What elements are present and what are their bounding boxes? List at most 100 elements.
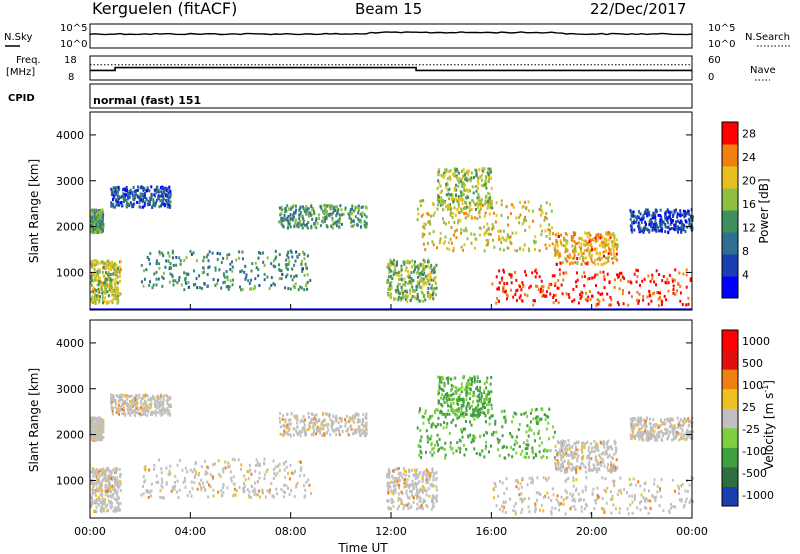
echo-cell xyxy=(300,286,303,290)
echo-cell xyxy=(311,425,314,429)
echo-cell xyxy=(471,412,474,416)
echo-cell xyxy=(91,213,94,217)
echo-cell xyxy=(332,205,335,209)
echo-cell xyxy=(168,469,171,473)
echo-cell xyxy=(584,291,587,295)
echo-cell xyxy=(158,400,161,404)
echo-cell xyxy=(112,396,115,400)
echo-cell xyxy=(322,427,325,431)
echo-cell xyxy=(416,265,418,269)
echo-cell xyxy=(96,283,99,287)
frequency-trace xyxy=(90,64,692,72)
echo-cell xyxy=(469,433,472,437)
echo-cell xyxy=(274,465,277,469)
echo-cell xyxy=(110,403,113,407)
echo-cell xyxy=(166,408,169,412)
echo-cell xyxy=(274,265,277,269)
echo-cell xyxy=(403,467,405,471)
echo-cell xyxy=(308,211,311,215)
echo-cell xyxy=(195,472,197,476)
echo-cell xyxy=(99,261,102,265)
echo-cell xyxy=(654,218,657,222)
echo-cell xyxy=(153,463,156,467)
echo-cell xyxy=(540,456,543,460)
echo-cell xyxy=(225,270,228,274)
echo-cell xyxy=(397,472,400,476)
echo-cell xyxy=(221,486,224,490)
echo-cell xyxy=(576,271,578,275)
echo-cell xyxy=(110,397,113,401)
echo-cell xyxy=(141,200,144,204)
echo-cell xyxy=(91,420,94,424)
echo-cell xyxy=(456,175,459,179)
echo-cell xyxy=(112,272,115,276)
echo-cell xyxy=(388,284,391,288)
echo-cell xyxy=(488,422,491,426)
echo-cell xyxy=(431,484,434,488)
echo-cell xyxy=(456,389,458,392)
echo-cell xyxy=(591,276,594,280)
echo-cell xyxy=(617,275,620,279)
echo-cell xyxy=(358,420,361,424)
echo-cell xyxy=(423,233,426,236)
echo-cell xyxy=(446,401,449,405)
echo-cell xyxy=(473,233,476,236)
echo-cell xyxy=(157,480,160,484)
echo-cell xyxy=(96,427,99,431)
echo-cell xyxy=(305,480,308,484)
echo-cell xyxy=(299,205,302,209)
echo-cell xyxy=(231,283,234,287)
echo-cell xyxy=(283,468,286,472)
echo-cell xyxy=(487,241,490,245)
echo-cell xyxy=(117,292,120,295)
echo-cell xyxy=(158,458,160,462)
echo-cell xyxy=(479,386,482,390)
echo-cell xyxy=(290,217,293,221)
echo-cell xyxy=(491,414,494,418)
echo-cell xyxy=(161,199,164,202)
echo-cell xyxy=(168,254,171,258)
echo-cell xyxy=(585,262,588,266)
echo-cell xyxy=(676,289,678,293)
echo-cell xyxy=(468,201,471,205)
echo-cell xyxy=(107,509,110,513)
echo-cell xyxy=(465,398,468,402)
echo-cell xyxy=(527,455,530,459)
echo-cell xyxy=(584,239,587,243)
echo-cell xyxy=(316,427,318,431)
echo-cell xyxy=(443,384,446,388)
echo-cell xyxy=(639,212,642,216)
echo-cell xyxy=(287,256,290,260)
echo-cell xyxy=(112,278,115,282)
echo-cell xyxy=(397,498,400,502)
echo-cell xyxy=(442,217,444,221)
echo-cell xyxy=(427,472,430,476)
echo-cell xyxy=(476,196,479,200)
echo-cell xyxy=(632,214,634,218)
echo-cell xyxy=(458,393,461,397)
echo-cell xyxy=(573,253,576,257)
echo-cell xyxy=(166,394,169,398)
echo-cell xyxy=(393,265,396,269)
echo-cell xyxy=(605,249,607,253)
echo-cell xyxy=(411,278,414,282)
echo-cell xyxy=(578,241,581,244)
echo-cell xyxy=(304,418,307,422)
echo-cell xyxy=(465,202,468,206)
echo-cell xyxy=(455,167,458,171)
echo-cell xyxy=(420,270,423,274)
echo-cell xyxy=(631,211,634,214)
echo-cell xyxy=(459,447,462,451)
echo-cell xyxy=(504,289,507,293)
noise-sky-trace xyxy=(89,31,693,36)
echo-cell xyxy=(397,492,400,496)
echo-cell xyxy=(291,267,294,271)
echo-cell xyxy=(288,426,291,430)
echo-cell xyxy=(442,220,445,224)
echo-cell xyxy=(684,230,687,234)
echo-cell xyxy=(248,495,251,499)
echo-cell xyxy=(281,433,284,436)
echo-cell xyxy=(656,291,659,295)
echo-cell xyxy=(544,229,547,233)
echo-cell xyxy=(670,227,673,230)
